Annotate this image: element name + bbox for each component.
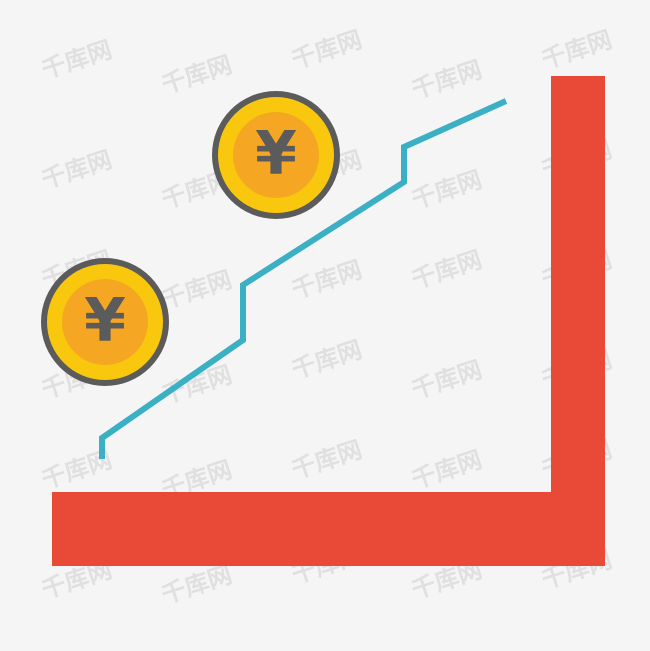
- axis-frame: [52, 76, 605, 566]
- yen-symbol: ¥: [84, 286, 126, 356]
- trend-line: [99, 98, 508, 459]
- lower-coin-icon: ¥: [41, 258, 169, 386]
- horizontal-axis-bar: [52, 492, 605, 566]
- upper-coin-icon: ¥: [212, 91, 340, 219]
- yen-symbol: ¥: [255, 119, 297, 189]
- vertical-axis-bar: [551, 76, 605, 566]
